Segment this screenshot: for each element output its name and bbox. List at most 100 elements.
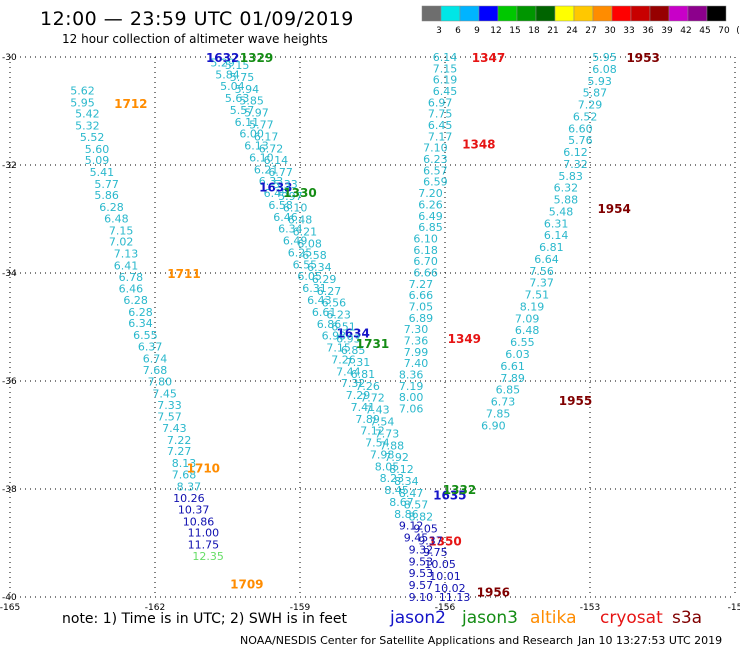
wave-height-point: 8.86 bbox=[394, 508, 419, 521]
wave-height-point: 5.52 bbox=[80, 131, 105, 144]
wave-height-point: 8.05 bbox=[375, 460, 400, 473]
wave-height-point: 7.09 bbox=[515, 312, 540, 325]
wave-height-point: 7.22 bbox=[167, 434, 192, 447]
wave-height-point: 6.43 bbox=[307, 294, 332, 307]
wave-height-point: 6.49 bbox=[283, 235, 308, 248]
wave-height-point: 5.33 bbox=[273, 178, 298, 191]
wave-height-point: 6.46 bbox=[273, 211, 298, 224]
wave-height-point: 7.29 bbox=[346, 389, 371, 402]
x-tick-label: -153 bbox=[580, 603, 600, 613]
wave-height-point: 5.77 bbox=[249, 119, 274, 132]
wave-height-point: 6.66 bbox=[409, 289, 434, 302]
colorbar-swatch bbox=[516, 5, 537, 22]
wave-height-point: 7.44 bbox=[336, 365, 361, 378]
wave-height-point: 7.57 bbox=[157, 411, 182, 424]
wave-height-point: 7.85 bbox=[486, 407, 511, 420]
colorbar-label: 42 bbox=[680, 26, 691, 36]
wave-height-point: 6.33 bbox=[259, 175, 284, 188]
wave-height-point: 6.93 bbox=[336, 332, 361, 345]
wave-height-point: 6.77 bbox=[268, 166, 293, 179]
wave-height-point: 7.99 bbox=[404, 346, 429, 359]
wave-height-point: 7.06 bbox=[399, 403, 424, 416]
wave-height-point: 5.60 bbox=[85, 143, 110, 156]
wave-height-point: 6.90 bbox=[481, 419, 506, 432]
wave-height-point: 7.12 bbox=[360, 425, 385, 438]
wave-height-point: 6.31 bbox=[544, 217, 569, 230]
colorbar-label: 36 bbox=[642, 26, 654, 36]
wave-height-point: 6.28 bbox=[123, 294, 148, 307]
wave-height-point: 6.72 bbox=[259, 142, 284, 155]
wave-height-point: 6.73 bbox=[491, 396, 516, 409]
wave-height-point: 7.68 bbox=[143, 364, 168, 377]
time-label: 1635 bbox=[433, 488, 466, 502]
colorbar-label: 70 bbox=[718, 26, 730, 36]
colorbar-label: 18 bbox=[528, 26, 540, 36]
wave-height-point: 7.80 bbox=[148, 376, 173, 389]
wave-height-point: 7.05 bbox=[409, 300, 434, 313]
wave-height-point: 5.95 bbox=[70, 96, 95, 109]
wave-height-point: 7.20 bbox=[418, 187, 443, 200]
colorbar-label: 21 bbox=[547, 26, 558, 36]
wave-height-point: 5.57 bbox=[230, 104, 255, 117]
wave-height-point: 5.41 bbox=[90, 166, 115, 179]
wave-height-point: 9.37 bbox=[418, 534, 443, 547]
wave-height-point: 6.61 bbox=[312, 306, 337, 319]
wave-height-point: 6.81 bbox=[539, 241, 564, 254]
wave-height-point: 7.02 bbox=[109, 236, 134, 249]
legend-entry-jason2: jason2 bbox=[390, 608, 446, 628]
wave-height-point: 6.85 bbox=[418, 221, 443, 234]
colorbar-label: 6 bbox=[455, 26, 461, 36]
colorbar-swatch bbox=[687, 5, 708, 22]
wave-height-point: 6.03 bbox=[505, 348, 530, 361]
series-cryosat: 6.147.156.196.456.977.756.457.177.106.23… bbox=[399, 51, 505, 548]
wave-height-point: 5.75 bbox=[230, 71, 255, 84]
wave-height-point: 6.21 bbox=[293, 225, 318, 238]
time-label: 1954 bbox=[597, 202, 630, 216]
wave-height-point: 7.68 bbox=[172, 468, 197, 481]
wave-height-point: 7.41 bbox=[351, 401, 376, 414]
wave-height-point: 5.63 bbox=[225, 92, 250, 105]
y-tick-label: -34 bbox=[2, 269, 17, 279]
x-tick-label: -156 bbox=[435, 603, 456, 613]
wave-height-point: 7.26 bbox=[355, 380, 380, 393]
y-tick-label: -40 bbox=[2, 593, 17, 603]
wave-height-point: 8.00 bbox=[399, 391, 424, 404]
time-label: 1956 bbox=[477, 586, 510, 600]
y-tick-label: -30 bbox=[2, 53, 17, 63]
series-jason3: 5.155.755.945.855.975.776.176.726.146.77… bbox=[225, 51, 476, 604]
wave-height-point: 7.40 bbox=[404, 357, 429, 370]
wave-height-point: 5.87 bbox=[583, 87, 608, 100]
wave-height-point: 5.93 bbox=[587, 75, 612, 88]
wave-height-point: 6.26 bbox=[418, 198, 443, 211]
wave-height-point: 6.85 bbox=[341, 344, 366, 357]
wave-height-point: 9.32 bbox=[409, 543, 434, 556]
wave-height-point: 8.19 bbox=[520, 300, 545, 313]
x-tick-label: -165 bbox=[0, 603, 20, 613]
colorbar-label: 12 bbox=[490, 26, 501, 36]
wave-height-point: 7.37 bbox=[529, 277, 554, 290]
wave-height-point: 6.51 bbox=[331, 320, 356, 333]
x-tick-label: -15 bbox=[728, 603, 740, 613]
wave-height-point: 6.48 bbox=[515, 324, 540, 337]
generated-timestamp: Jan 10 13:27:53 UTC 2019 bbox=[578, 634, 723, 647]
legend-entry-cryosat: cryosat bbox=[600, 608, 663, 628]
wave-height-point: 7.13 bbox=[114, 248, 139, 261]
wave-height-point: 5.32 bbox=[75, 120, 100, 133]
chart-axes: -165 -162 -159 -156 -153 -15 -30 -32 -34 -36 -38 -4… bbox=[0, 53, 740, 613]
wave-height-point: 6.34 bbox=[278, 223, 303, 236]
wave-height-point: 7.43 bbox=[162, 422, 187, 435]
wave-height-point: 7.54 bbox=[370, 416, 395, 429]
wave-height-point: 8.13 bbox=[172, 457, 197, 470]
colorbar-label: 24 bbox=[566, 26, 578, 36]
wave-height-point: 5.84 bbox=[215, 68, 240, 81]
wave-height-point: 6.34 bbox=[128, 317, 153, 330]
wave-height-point: 7.17 bbox=[428, 130, 453, 143]
wave-height-point: 6.31 bbox=[302, 282, 327, 295]
wave-height-point: 7.33 bbox=[157, 399, 182, 412]
wave-height-point: 8.67 bbox=[389, 496, 414, 509]
time-label: 1633 bbox=[259, 181, 292, 195]
wave-height-point: 6.49 bbox=[418, 210, 443, 223]
wave-height-point: 6.28 bbox=[99, 201, 124, 214]
time-label: 1347 bbox=[472, 51, 505, 65]
wave-height-point: 9.10 bbox=[409, 591, 434, 604]
